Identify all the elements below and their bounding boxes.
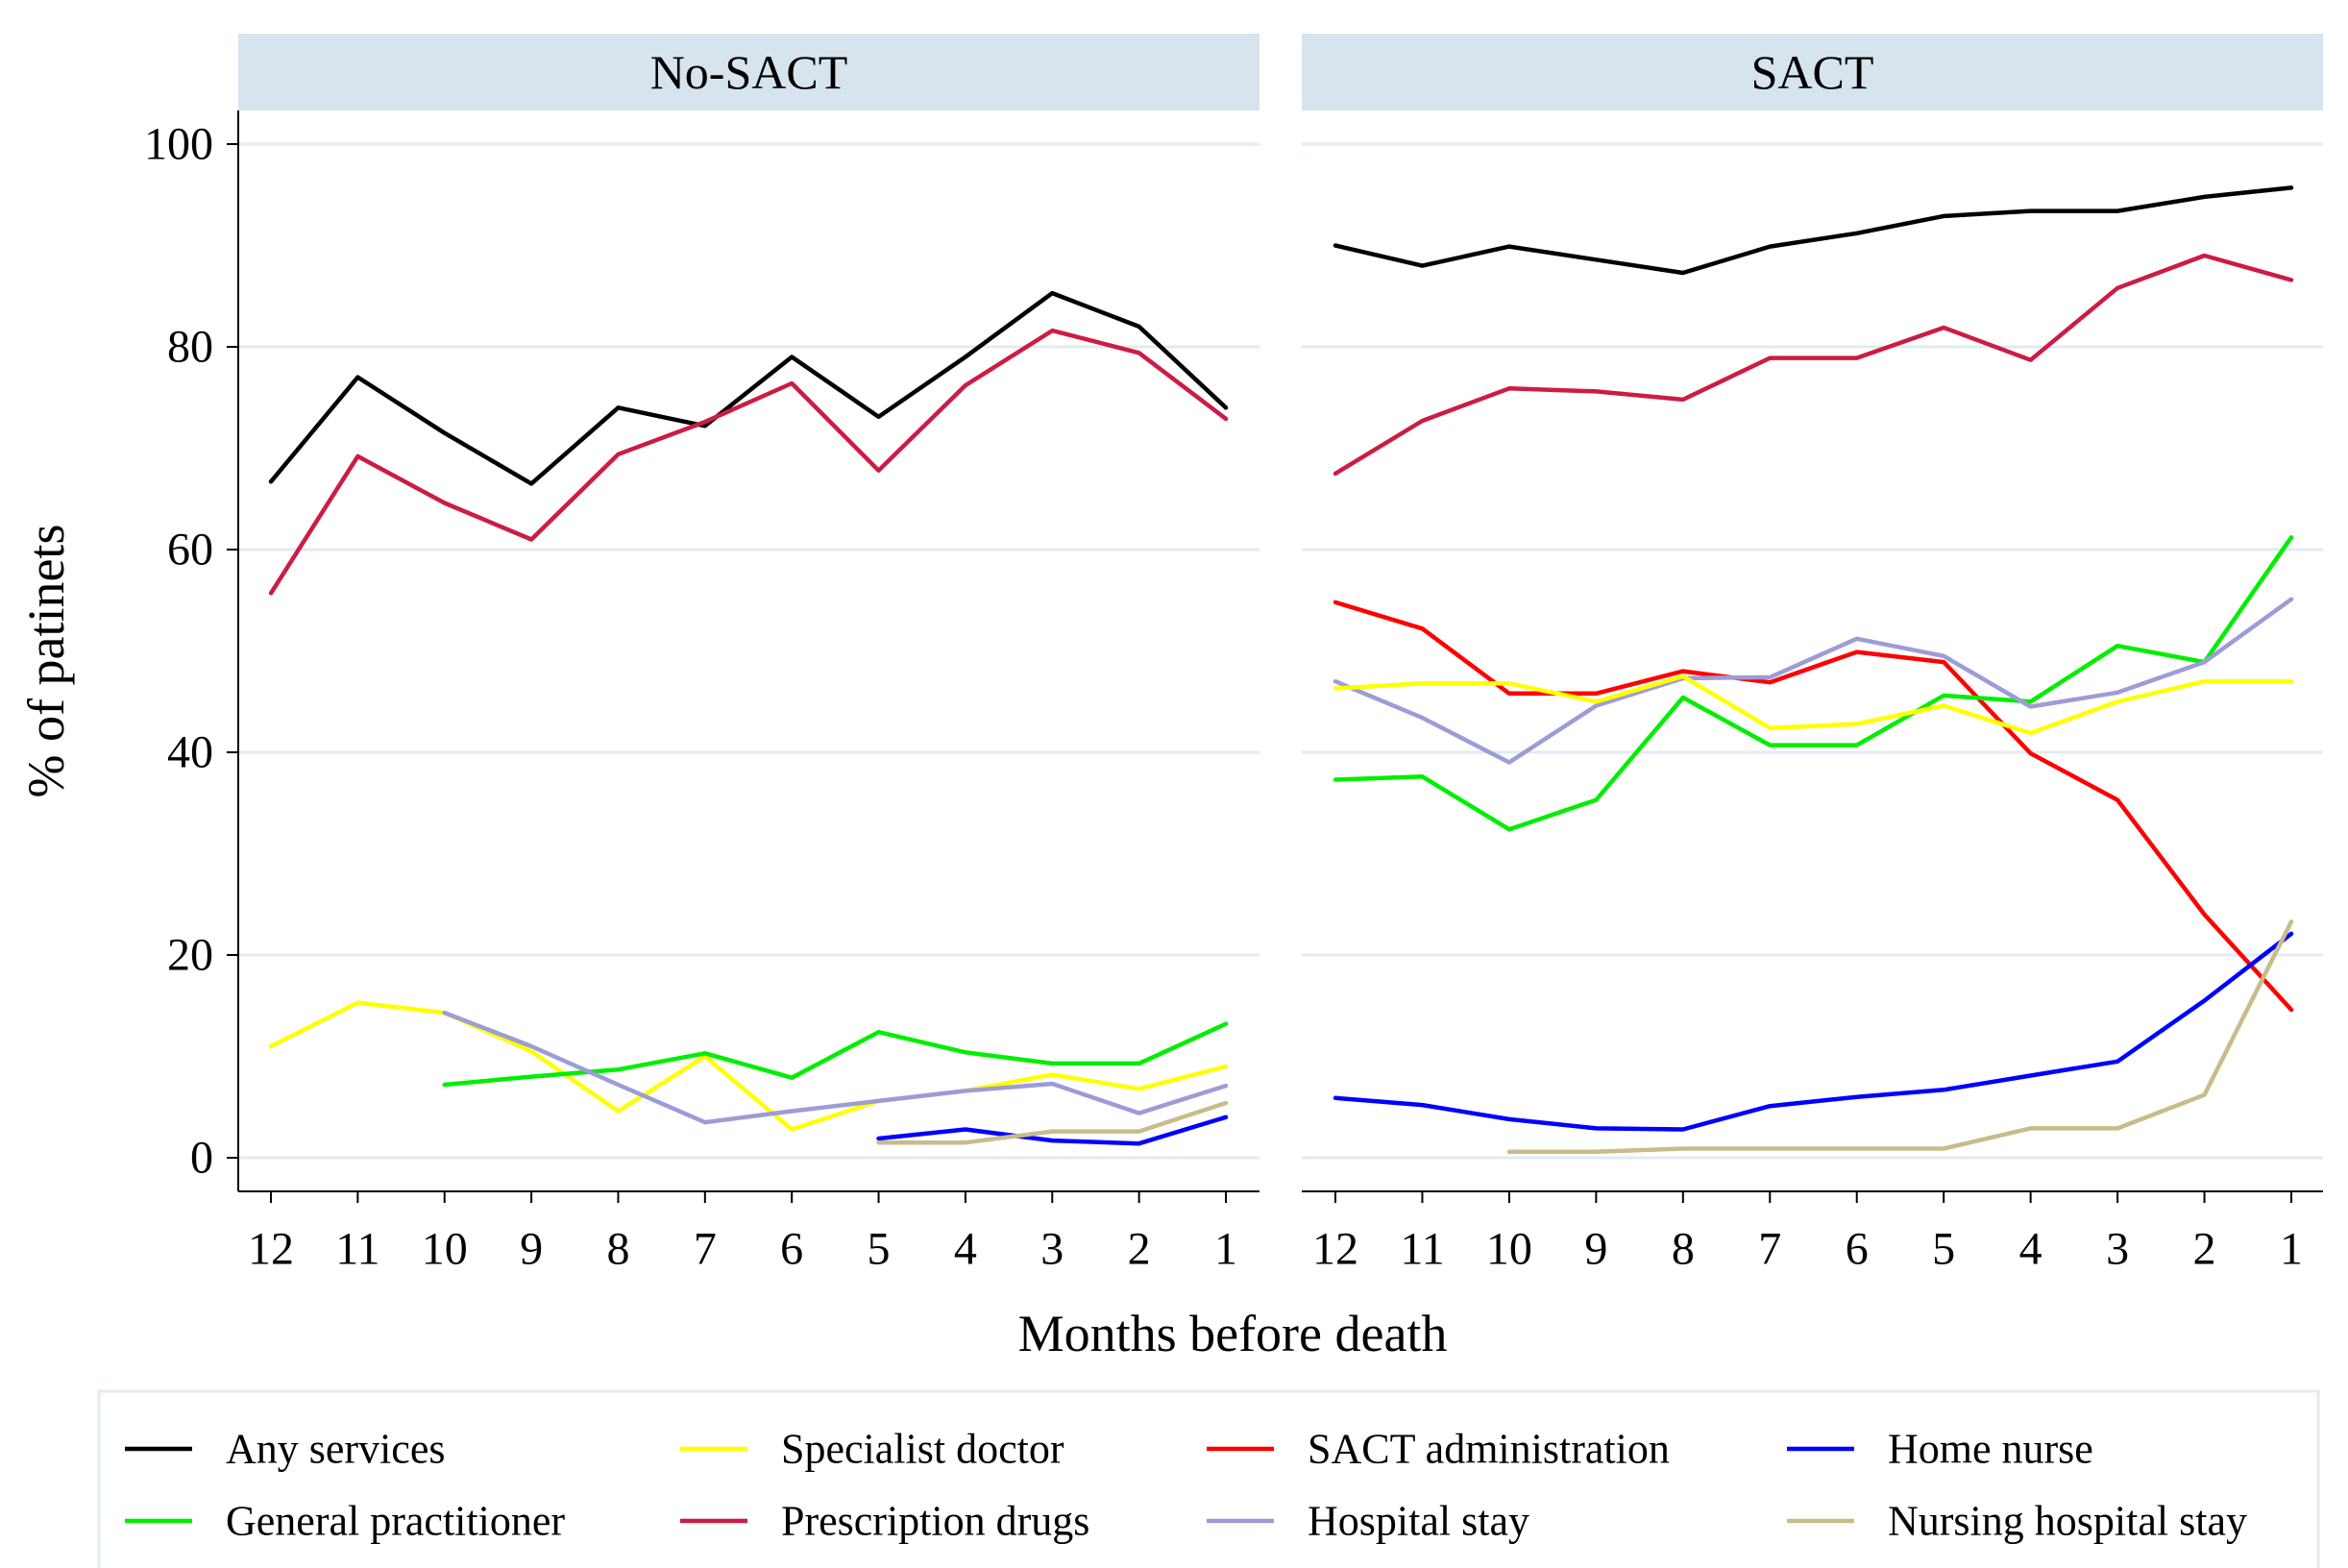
legend-label: Nursing hospital stay	[1888, 1498, 2247, 1545]
legend-label: Specialist doctor	[781, 1426, 1064, 1473]
series-line-sact-general-practitioner	[1333, 535, 2294, 832]
legend-items: Any services Specialist doctor SACT admini…	[125, 1426, 2247, 1545]
x-tick-label: 9	[520, 1224, 543, 1275]
series-line-sact-prescription-drugs	[1333, 253, 2294, 477]
panel-no-sact-series	[268, 290, 1229, 1146]
legend-label: Any services	[226, 1426, 446, 1473]
x-tick-label: 2	[1128, 1224, 1151, 1275]
series-line-no-sact-specialist-doctor	[268, 1000, 1229, 1132]
panel-sact-strip	[1302, 34, 2323, 110]
series-line-no-sact-prescription-drugs	[268, 328, 1229, 596]
series-line-no-sact-any-services	[268, 290, 1229, 486]
legend-box	[97, 1389, 2320, 1568]
panel-no-sact-title: No-SACT	[650, 45, 848, 99]
x-tick-label: 10	[1486, 1224, 1532, 1275]
x-tick-label: 12	[1312, 1224, 1358, 1275]
legend-label: General practitioner	[226, 1498, 565, 1545]
series-line-sact-sact-administration	[1333, 600, 2294, 1013]
x-tick-label: 9	[1584, 1224, 1607, 1275]
y-tick-label: 100	[144, 119, 213, 170]
legend-label: Hospital stay	[1308, 1498, 1529, 1545]
y-tick-label: 20	[167, 930, 213, 981]
x-tick-label: 8	[1672, 1224, 1695, 1275]
legend-label: SACT administration	[1308, 1426, 1670, 1473]
legend-item-nursing-hospital-stay: Nursing hospital stay	[1787, 1498, 2247, 1545]
x-tick-label: 3	[2106, 1224, 2129, 1275]
legend-item-hospital-stay: Hospital stay	[1207, 1498, 1529, 1545]
x-tick-label: 1	[2280, 1224, 2303, 1275]
legend-item-general-practitioner: General practitioner	[125, 1498, 565, 1545]
panel-sact-title: SACT	[1751, 45, 1874, 99]
series-line-no-sact-general-practitioner	[442, 1021, 1229, 1088]
legend-item-any-services: Any services	[125, 1426, 446, 1473]
y-tick-label: 0	[190, 1133, 213, 1184]
legend-label: Home nurse	[1888, 1426, 2093, 1473]
x-tick-label: 7	[694, 1224, 717, 1275]
y-tick-label: 60	[167, 525, 213, 576]
x-tick-label: 5	[1932, 1224, 1955, 1275]
legend-label: Prescription drugs	[781, 1498, 1089, 1545]
x-tick-label: 6	[780, 1224, 803, 1275]
x-tick-label: 7	[1758, 1224, 1781, 1275]
y-tick-label: 40	[167, 727, 213, 778]
panel-no-sact-grid	[238, 142, 1260, 1160]
panel-no-sact: No-SACT 12 11 10 9 8 7 6 5 4 3 2 1	[238, 34, 1260, 1275]
series-line-sact-home-nurse	[1333, 931, 2294, 1132]
x-tick-label: 12	[248, 1224, 294, 1275]
x-tick-label: 6	[1846, 1224, 1869, 1275]
x-tick-label: 4	[2019, 1224, 2042, 1275]
x-tick-label: 11	[1400, 1224, 1444, 1275]
x-axis-title: Months before death	[1018, 1305, 1448, 1362]
legend-item-specialist-doctor: Specialist doctor	[680, 1426, 1064, 1473]
legend: Any services Specialist doctor SACT admini…	[97, 1389, 2320, 1568]
x-tick-label: 4	[954, 1224, 977, 1275]
x-tick-label: 3	[1040, 1224, 1064, 1275]
series-line-no-sact-hospital-stay	[442, 1010, 1229, 1125]
series-line-sact-any-services	[1333, 185, 2294, 276]
panel-sact-series	[1333, 185, 2294, 1154]
series-line-sact-specialist-doctor	[1333, 674, 2294, 736]
panel-sact-grid	[1302, 142, 2323, 1160]
y-tick-label: 80	[167, 322, 213, 373]
legend-item-prescription-drugs: Prescription drugs	[680, 1498, 1089, 1545]
series-line-no-sact-nursing-hospital-stay	[876, 1100, 1229, 1145]
y-axis: 0 20 40 60 80 100	[144, 110, 239, 1191]
series-line-no-sact-home-nurse	[876, 1115, 1229, 1146]
legend-item-sact-administration: SACT administration	[1207, 1426, 1670, 1473]
x-tick-label: 2	[2193, 1224, 2216, 1275]
panel-sact-axes: 12 11 10 9 8 7 6 5 4 3 2 1	[1302, 1190, 2323, 1275]
panel-sact: SACT 12 11 10 9 8 7 6 5 4 3 2 1	[1302, 34, 2323, 1275]
series-line-sact-hospital-stay	[1333, 597, 2294, 765]
panel-no-sact-strip	[238, 34, 1260, 110]
x-tick-label: 1	[1214, 1224, 1237, 1275]
y-axis-title: % of patinets	[17, 525, 75, 798]
x-tick-label: 5	[868, 1224, 891, 1275]
series-line-sact-nursing-hospital-stay	[1506, 919, 2294, 1154]
panel-no-sact-axes: 12 11 10 9 8 7 6 5 4 3 2 1	[238, 1190, 1260, 1275]
legend-item-home-nurse: Home nurse	[1787, 1426, 2093, 1473]
x-tick-label: 11	[335, 1224, 379, 1275]
x-tick-label: 10	[422, 1224, 468, 1275]
x-tick-label: 8	[606, 1224, 629, 1275]
